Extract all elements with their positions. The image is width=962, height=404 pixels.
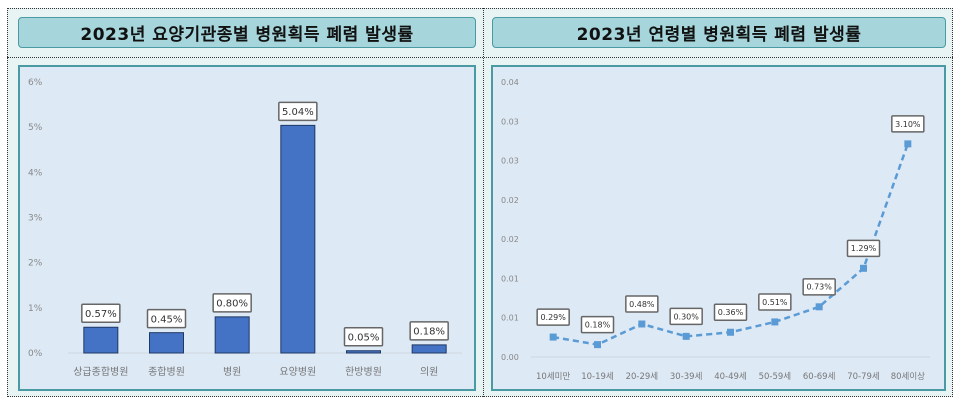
data-point-marker bbox=[682, 332, 690, 340]
bar-data-label: 0.80% bbox=[212, 293, 252, 313]
y-axis-tick: 3% bbox=[28, 214, 43, 224]
x-axis-category: 80세이상 bbox=[891, 371, 925, 382]
x-axis-category: 30-39세 bbox=[670, 372, 703, 382]
data-label-box bbox=[625, 295, 659, 313]
x-axis-category: 요양병원 bbox=[279, 366, 316, 378]
data-point-marker bbox=[771, 318, 779, 326]
line-data-label: 0.36% bbox=[713, 303, 748, 321]
data-label-text: 0.18% bbox=[585, 321, 611, 330]
y-axis-tick: 6% bbox=[28, 78, 43, 88]
line-chart: 0.00 0.01 0.01 0.02 0.02 0.03 0.03 0.04 0.29% 10세… bbox=[501, 78, 930, 382]
bar-data-label: 0.05% bbox=[343, 326, 384, 347]
data-label-box bbox=[891, 115, 925, 133]
line-data-label: 0.51% bbox=[758, 293, 792, 311]
line-data-label: 0.30% bbox=[669, 307, 703, 326]
vertical-divider bbox=[483, 8, 484, 397]
data-label-box bbox=[669, 307, 703, 326]
y-axis-tick: 1% bbox=[28, 304, 43, 314]
data-point-marker bbox=[549, 333, 557, 341]
data-label-text: 0.57% bbox=[85, 309, 117, 320]
data-label-text: 0.30% bbox=[673, 312, 699, 321]
data-point-marker bbox=[904, 140, 912, 148]
y-axis-tick: 5% bbox=[28, 123, 43, 133]
y-axis-tick: 0.01 bbox=[501, 274, 519, 283]
data-label-box bbox=[409, 321, 449, 341]
left-chart-title: 2023년 요양기관종별 병원획득 폐렴 발생률 bbox=[18, 17, 476, 48]
bar-chart: 0% 1% 2% 3% 4% 5% 6% 0.57% 상급종합병원 0.45% 종합병원 0.80% 병… bbox=[28, 78, 462, 378]
data-label-text: 0.51% bbox=[762, 298, 788, 307]
data-label-text: 0.80% bbox=[216, 298, 248, 309]
x-axis-category: 70-79세 bbox=[847, 372, 880, 382]
data-label-text: 3.10% bbox=[895, 120, 921, 129]
x-axis-category: 40-49세 bbox=[714, 372, 747, 382]
data-label-text: 0.73% bbox=[806, 283, 832, 292]
y-axis-tick: 0.02 bbox=[501, 196, 519, 205]
x-axis-category: 상급종합병원 bbox=[73, 366, 128, 378]
data-point-marker bbox=[727, 328, 734, 336]
data-point-marker bbox=[594, 341, 601, 349]
x-axis-category: 한방병원 bbox=[345, 366, 382, 378]
x-axis-category: 10-19세 bbox=[581, 372, 614, 382]
x-axis-category: 20-29세 bbox=[626, 372, 659, 382]
y-axis-tick: 0.01 bbox=[501, 314, 519, 323]
y-axis-tick: 4% bbox=[28, 168, 43, 178]
data-point-marker bbox=[638, 320, 646, 328]
line-data-label: 0.29% bbox=[536, 308, 570, 326]
line-data-label: 0.73% bbox=[802, 278, 836, 296]
data-label-text: 0.45% bbox=[151, 314, 183, 325]
y-axis-tick: 0.04 bbox=[501, 78, 519, 87]
x-axis-category: 10세미만 bbox=[536, 372, 570, 382]
line-data-label: 1.29% bbox=[846, 239, 881, 258]
data-label-text: 0.48% bbox=[629, 300, 655, 309]
data-label-text: 1.29% bbox=[851, 244, 877, 253]
data-label-box bbox=[212, 293, 252, 313]
y-axis-tick: 0% bbox=[28, 349, 43, 359]
horizontal-divider bbox=[7, 57, 953, 58]
bar-1 bbox=[149, 332, 184, 354]
y-axis-tick: 0.00 bbox=[501, 353, 519, 362]
data-label-text: 5.04% bbox=[282, 107, 314, 118]
y-axis-tick: 0.03 bbox=[501, 157, 519, 166]
data-label-text: 0.18% bbox=[413, 326, 445, 337]
bar-5 bbox=[411, 344, 447, 354]
line-data-label: 0.18% bbox=[580, 315, 615, 334]
line-data-label: 0.48% bbox=[625, 295, 659, 313]
data-label-box bbox=[846, 239, 881, 258]
data-label-box bbox=[713, 303, 748, 321]
x-axis-category: 60-69세 bbox=[803, 372, 836, 382]
bar-0 bbox=[83, 326, 119, 354]
x-axis-category: 의원 bbox=[420, 366, 438, 378]
bar-data-label: 0.57% bbox=[81, 303, 121, 324]
data-label-text: 0.36% bbox=[718, 308, 744, 317]
line-data-label: 3.10% bbox=[891, 115, 925, 133]
data-label-box bbox=[146, 308, 187, 329]
line-chart-panel: 0.00 0.01 0.01 0.02 0.02 0.03 0.03 0.04 0.29% 10세… bbox=[491, 65, 946, 391]
bar-2 bbox=[214, 316, 250, 354]
x-axis-category: 종합병원 bbox=[148, 366, 185, 378]
data-label-text: 0.05% bbox=[348, 332, 380, 343]
bar-chart-panel: 0% 1% 2% 3% 4% 5% 6% 0.57% 상급종합병원 0.45% 종합병원 0.80% 병… bbox=[18, 65, 476, 391]
y-axis-tick: 0.02 bbox=[501, 235, 519, 244]
bar-3 bbox=[280, 124, 316, 354]
bar-data-label: 0.45% bbox=[146, 308, 187, 329]
data-label-box bbox=[343, 326, 384, 347]
data-label-box bbox=[580, 315, 615, 334]
y-axis-tick: 0.03 bbox=[501, 117, 519, 126]
bar-4 bbox=[346, 350, 381, 354]
y-axis-tick: 2% bbox=[28, 259, 43, 269]
data-label-box bbox=[802, 278, 836, 296]
data-label-text: 0.29% bbox=[540, 313, 566, 322]
right-chart-title: 2023년 연령별 병원획득 폐렴 발생률 bbox=[492, 17, 946, 48]
data-label-box bbox=[81, 303, 121, 324]
x-axis-category: 50-59세 bbox=[759, 372, 792, 382]
data-point-marker bbox=[860, 264, 867, 272]
bar-data-label: 5.04% bbox=[278, 101, 318, 122]
x-axis-category: 병원 bbox=[223, 366, 241, 378]
data-point-marker bbox=[815, 303, 823, 311]
bar-data-label: 0.18% bbox=[409, 321, 449, 341]
data-label-box bbox=[278, 101, 318, 122]
data-label-box bbox=[758, 293, 792, 311]
data-label-box bbox=[536, 308, 570, 326]
